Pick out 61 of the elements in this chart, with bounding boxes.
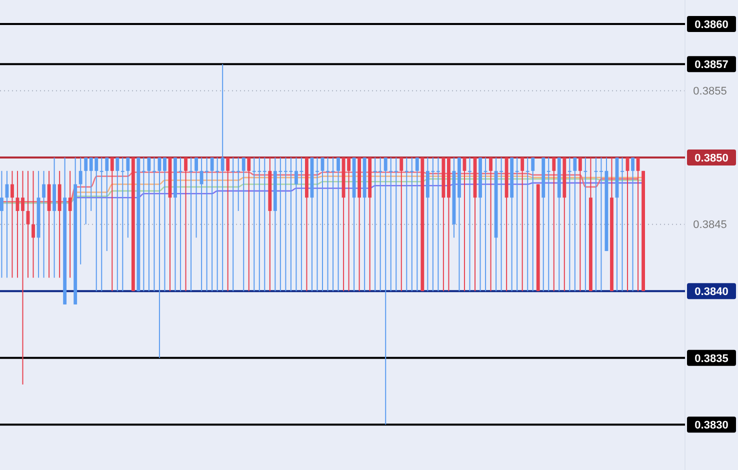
candlestick <box>568 157 572 292</box>
ref-line-label: 0.3835 <box>694 352 728 365</box>
ref-line-label: 0.3840 <box>694 286 728 298</box>
candlestick <box>126 157 130 238</box>
candlestick <box>294 157 298 292</box>
candlestick <box>515 157 519 292</box>
candlestick <box>347 157 351 292</box>
candlestick <box>216 157 220 292</box>
candlestick <box>262 157 266 292</box>
candlestick <box>326 157 330 292</box>
candlestick <box>32 170 35 278</box>
candlestick <box>552 157 556 292</box>
candlestick <box>105 157 109 252</box>
candlestick <box>142 157 146 292</box>
candlestick <box>578 157 582 292</box>
candlestick <box>42 170 46 278</box>
candlestick <box>468 157 472 292</box>
candlestick <box>10 170 14 278</box>
candlestick <box>584 157 588 292</box>
candlestick <box>226 157 230 292</box>
y-tick-label: 0.3845 <box>693 218 727 231</box>
candlestick <box>120 157 124 292</box>
candlestick <box>389 157 393 292</box>
candlestick <box>100 157 104 292</box>
candlestick <box>573 157 577 292</box>
candlestick <box>247 157 251 292</box>
candlestick <box>184 157 188 292</box>
candlestick <box>163 157 166 292</box>
candlestick <box>242 157 246 292</box>
ref-line-label: 0.3830 <box>694 420 728 432</box>
candlestick <box>415 157 419 292</box>
candlestick <box>116 157 120 292</box>
ref-line-label: 0.3850 <box>694 152 728 165</box>
candlestick <box>78 157 82 265</box>
candlestick <box>316 157 319 292</box>
candlestick <box>436 157 440 292</box>
candlestick <box>68 170 72 278</box>
y-tick-label: 0.3855 <box>693 85 727 98</box>
candlestick <box>394 157 398 292</box>
candlestick <box>152 157 156 292</box>
candlestick <box>147 157 151 292</box>
candlestick <box>546 157 550 292</box>
candlestick <box>210 157 214 292</box>
candlestick <box>620 157 624 292</box>
candlestick <box>194 157 198 238</box>
candlestick <box>0 170 4 278</box>
candlestick <box>384 157 388 426</box>
candlestick <box>336 157 340 292</box>
candlestick <box>400 157 404 292</box>
ref-line-label: 0.3857 <box>694 59 728 72</box>
candlestick <box>21 170 24 386</box>
candlestick <box>531 157 535 292</box>
candlestick <box>220 64 224 292</box>
candlestick <box>526 157 530 292</box>
ref-line-label: 0.3860 <box>694 19 728 32</box>
candlestick <box>84 157 88 225</box>
candlestick <box>110 157 114 292</box>
candlestick <box>600 157 603 292</box>
candlestick <box>631 157 634 292</box>
candlestick <box>489 157 492 292</box>
candlestick <box>520 157 524 292</box>
